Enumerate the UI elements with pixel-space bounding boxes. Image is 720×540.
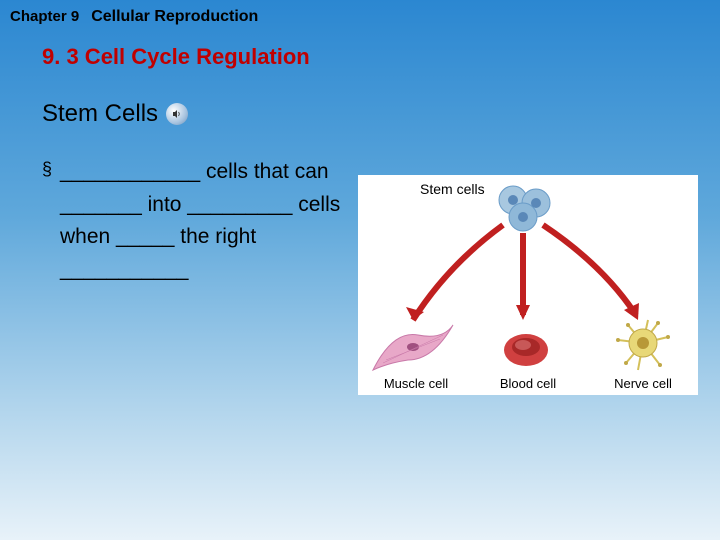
chapter-title: Cellular Reproduction <box>91 8 258 26</box>
arrows <box>406 225 639 320</box>
bullet-marker: § <box>42 156 52 286</box>
nerve-cell-label: Nerve cell <box>608 376 678 391</box>
chapter-label: Chapter 9 <box>10 8 79 25</box>
bullet-item: § ____________ cells that can _______ in… <box>42 156 352 286</box>
chapter-header: Chapter 9 Cellular Reproduction <box>0 0 720 26</box>
audio-icon[interactable] <box>166 103 188 125</box>
stem-cluster <box>499 186 550 231</box>
muscle-cell-icon <box>373 325 453 370</box>
muscle-cell-label: Muscle cell <box>376 376 456 391</box>
stem-cells-label: Stem cells <box>420 181 485 197</box>
diagram-svg <box>358 175 698 395</box>
section-title: 9. 3 Cell Cycle Regulation <box>0 26 720 70</box>
stem-cell-diagram: Stem cells <box>358 175 698 395</box>
fill-blank-text: ____________ cells that can _______ into… <box>60 156 352 286</box>
blood-cell-icon <box>504 334 548 366</box>
topic-title: Stem Cells <box>0 70 720 128</box>
nerve-cell-icon <box>616 320 670 370</box>
topic-title-text: Stem Cells <box>42 100 158 128</box>
blood-cell-label: Blood cell <box>493 376 563 391</box>
